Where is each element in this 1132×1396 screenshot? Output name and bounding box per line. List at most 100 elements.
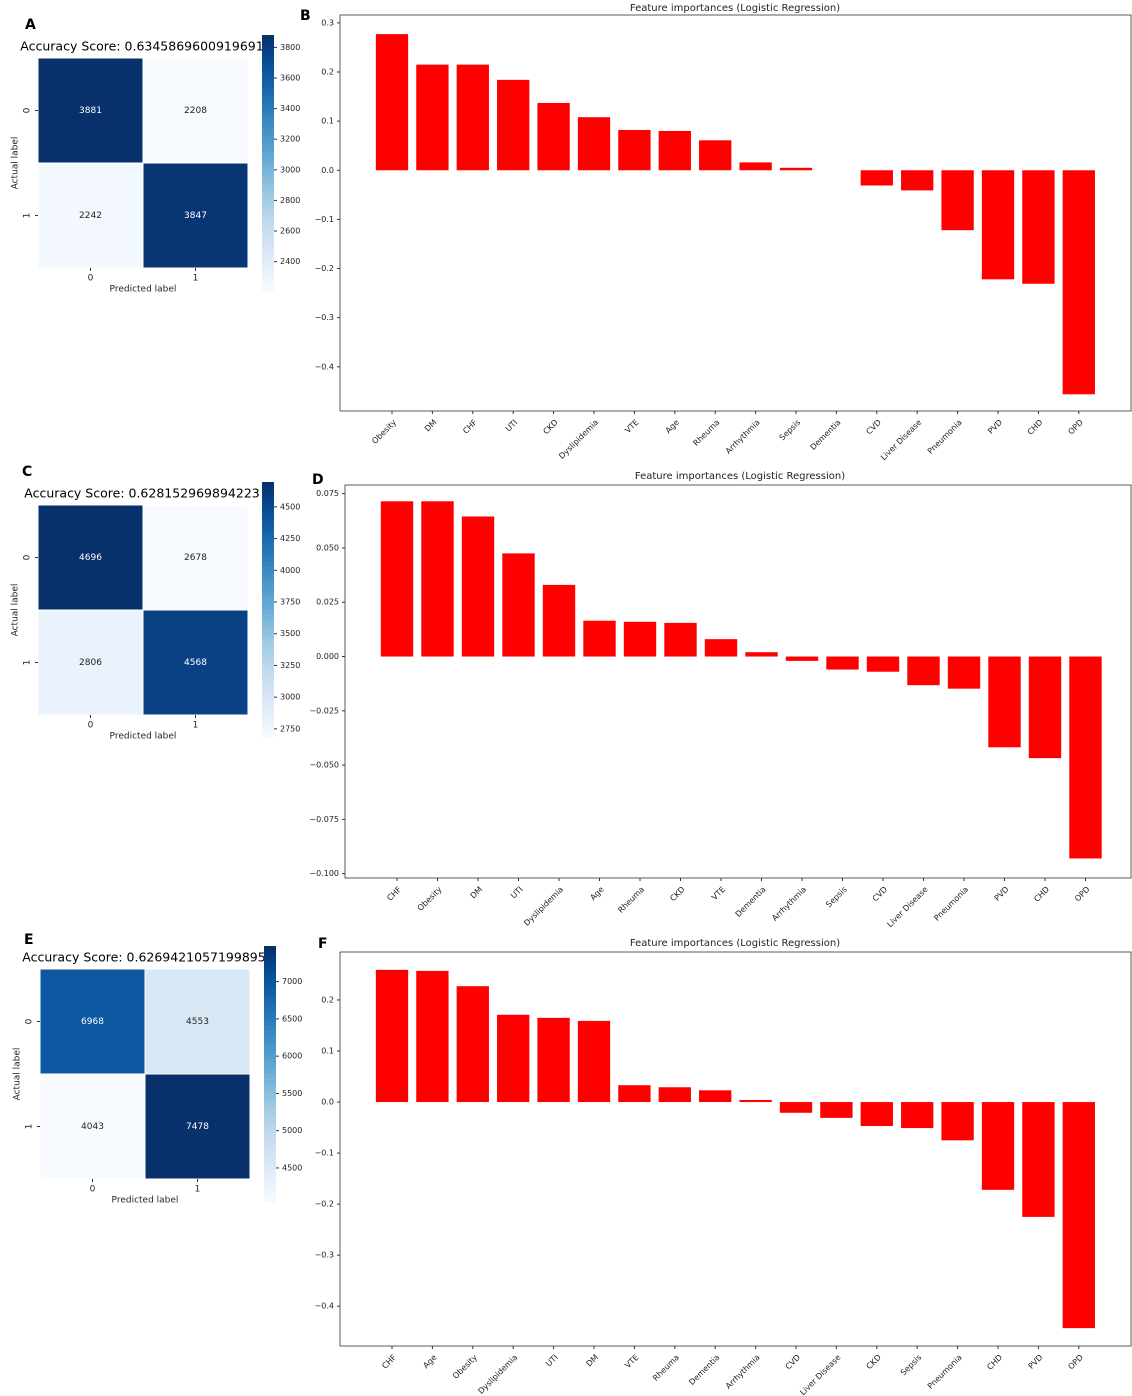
- colorbar-segment: [264, 1114, 276, 1119]
- x-tick-label: CVD: [864, 418, 883, 437]
- colorbar-tick-label: 5500: [282, 1089, 302, 1098]
- bar: [537, 102, 570, 171]
- colorbar-segment: [264, 1186, 276, 1191]
- colorbar-segment: [264, 1198, 276, 1203]
- colorbar-segment: [264, 970, 276, 975]
- y-tick-label: −0.3: [315, 1251, 334, 1260]
- colorbar-segment: [264, 1094, 276, 1099]
- x-tick-label: 0: [88, 721, 94, 731]
- colorbar-segment: [262, 227, 274, 232]
- colorbar-segment: [262, 87, 274, 92]
- colorbar-segment: [262, 558, 274, 563]
- bar: [658, 130, 691, 171]
- y-tick-label: 0.0: [321, 1098, 334, 1107]
- colorbar-segment: [262, 75, 274, 80]
- bar: [860, 170, 893, 186]
- colorbar-segment: [262, 151, 274, 156]
- colorbar-segment: [264, 1002, 276, 1007]
- colorbar-segment: [262, 698, 274, 703]
- colorbar-segment: [262, 626, 274, 631]
- x-tick-label: VTE: [710, 885, 727, 902]
- colorbar-segment: [262, 247, 274, 252]
- x-tick-label: UTI: [544, 1353, 560, 1369]
- x-tick-label: CVD: [871, 885, 890, 904]
- x-tick-label: Liver Disease: [798, 1353, 842, 1396]
- colorbar-tick-label: 4500: [282, 1163, 302, 1172]
- x-tick-label: Dyslipidemia: [476, 1353, 519, 1396]
- y-tick-label: 1: [23, 213, 33, 219]
- colorbar-tick-label: 7000: [282, 977, 302, 986]
- axes-frame: [344, 484, 1132, 879]
- colorbar-segment: [262, 191, 274, 196]
- cell-label: 2242: [79, 211, 102, 221]
- x-axis-label: Predicted label: [110, 285, 177, 295]
- colorbar-segment: [262, 694, 274, 699]
- colorbar-segment: [262, 79, 274, 84]
- x-tick-label: CKD: [668, 885, 686, 903]
- y-tick-label: 0.1: [321, 1047, 334, 1056]
- colorbar-segment: [264, 1062, 276, 1067]
- colorbar-segment: [262, 678, 274, 683]
- axes-frame: [339, 14, 1132, 412]
- y-axis-label: Actual label: [13, 1048, 23, 1101]
- colorbar-segment: [264, 1106, 276, 1111]
- colorbar-segment: [262, 714, 274, 719]
- x-tick-label: CKD: [865, 1353, 883, 1371]
- colorbar-segment: [262, 606, 274, 611]
- colorbar-segment: [264, 1102, 276, 1107]
- chart-title: Feature importances (Logistic Regression…: [635, 471, 845, 482]
- bar: [947, 656, 981, 689]
- colorbar-segment: [264, 1138, 276, 1143]
- y-tick-label: −0.100: [309, 869, 339, 878]
- heatmap-cell: [39, 1073, 146, 1180]
- colorbar-segment: [262, 175, 274, 180]
- y-tick-label: 0: [25, 1018, 35, 1024]
- bar: [779, 1102, 813, 1113]
- colorbar-segment: [262, 670, 274, 675]
- colorbar-segment: [262, 103, 274, 108]
- colorbar-segment: [264, 1078, 276, 1083]
- bar: [537, 1017, 570, 1103]
- colorbar-segment: [262, 642, 274, 647]
- colorbar-segment: [262, 171, 274, 176]
- x-tick-label: OPD: [1073, 885, 1092, 904]
- colorbar-segment: [262, 203, 274, 208]
- colorbar-segment: [262, 163, 274, 168]
- colorbar-segment: [264, 1022, 276, 1027]
- bar: [1022, 1102, 1055, 1217]
- heatmap-panel: A Accuracy Score: 0.6345869600919691 3881 2…: [11, 17, 301, 295]
- colorbar-tick-label: 3200: [280, 135, 300, 144]
- colorbar-segment: [264, 1018, 276, 1023]
- colorbar-segment: [262, 618, 274, 623]
- colorbar-segment: [262, 546, 274, 551]
- x-tick-label: DM: [423, 418, 439, 434]
- colorbar-segment: [262, 494, 274, 499]
- x-tick-label: Rheuma: [616, 885, 646, 915]
- x-tick-label: VTE: [623, 1353, 640, 1370]
- cell-label: 4568: [184, 658, 207, 668]
- bar: [618, 129, 651, 171]
- x-tick-label: CHD: [985, 1353, 1004, 1372]
- colorbar-segment: [262, 574, 274, 579]
- bar: [941, 170, 974, 231]
- heatmap-panel: C Accuracy Score: 0.628152969894223 4696 26…: [11, 464, 301, 742]
- x-tick-label: Dementia: [809, 418, 843, 452]
- bar: [456, 986, 489, 1103]
- colorbar-segment: [262, 107, 274, 112]
- panel-label: D: [312, 472, 324, 488]
- colorbar-segment: [264, 1154, 276, 1159]
- heatmap-panel: E Accuracy Score: 0.6269421057199895 6968 4…: [13, 932, 303, 1206]
- colorbar-segment: [262, 267, 274, 272]
- chart-title: Accuracy Score: 0.628152969894223: [24, 486, 259, 501]
- colorbar-segment: [264, 986, 276, 991]
- colorbar-segment: [262, 722, 274, 727]
- colorbar-segment: [262, 135, 274, 140]
- y-tick-label: −0.1: [315, 1149, 334, 1158]
- colorbar-segment: [262, 95, 274, 100]
- panel-label: C: [22, 464, 32, 480]
- colorbar-segment: [262, 662, 274, 667]
- panel-label: A: [25, 17, 36, 33]
- colorbar-segment: [262, 614, 274, 619]
- colorbar-segment: [262, 734, 274, 739]
